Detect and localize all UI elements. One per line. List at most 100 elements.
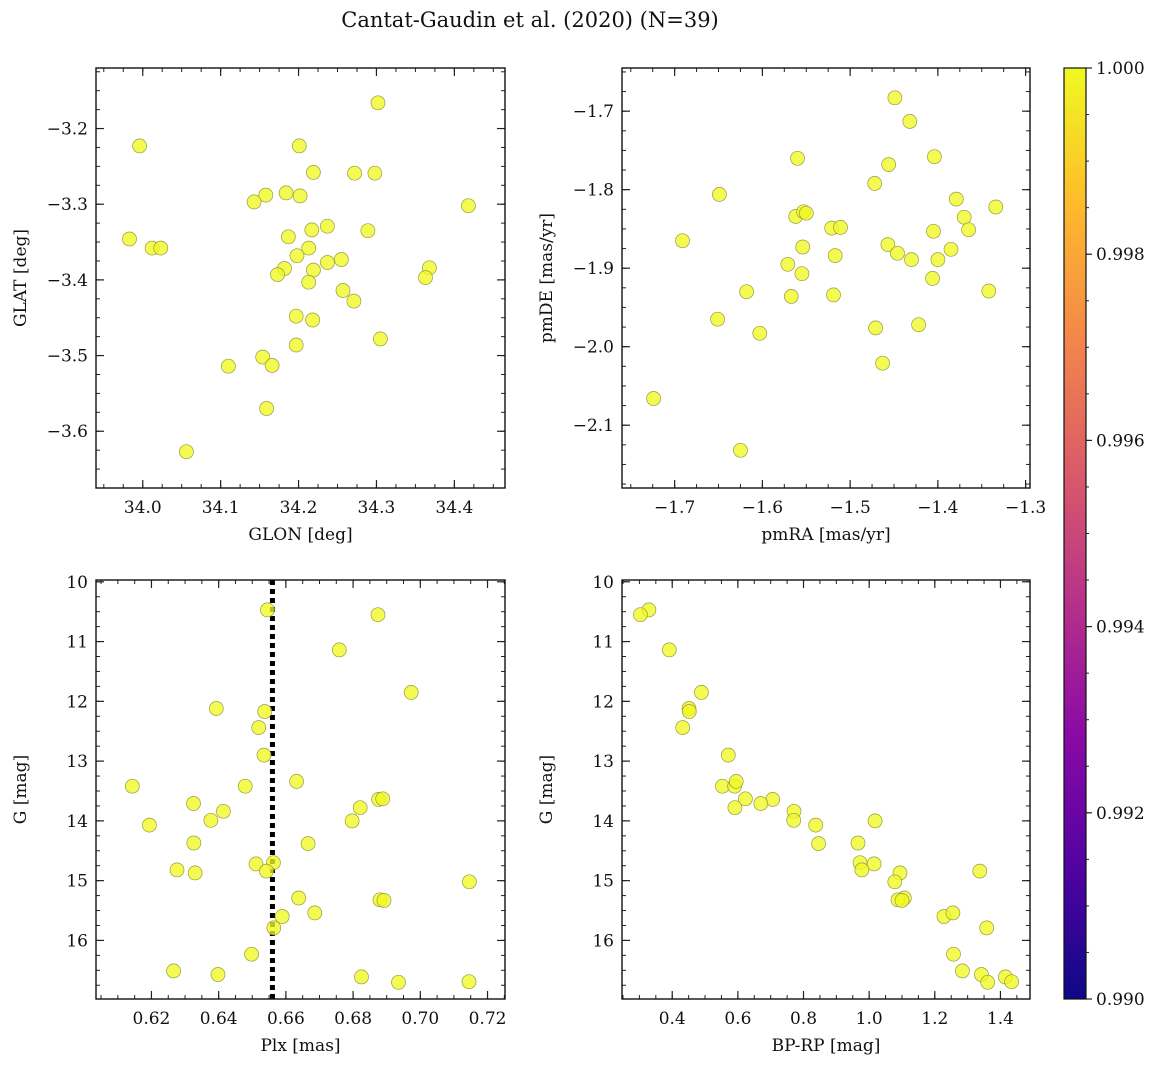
x-tick-label: 34.0 xyxy=(124,498,162,518)
data-point xyxy=(320,218,335,234)
y-tick-label: −1.8 xyxy=(573,181,614,201)
y-tick-label: 14 xyxy=(592,812,614,832)
y-axis-label: GLAT [deg] xyxy=(11,229,31,327)
data-point xyxy=(867,813,883,829)
data-point xyxy=(237,778,253,794)
data-point xyxy=(795,239,811,255)
data-point xyxy=(887,874,903,890)
y-axis-label: G [mag] xyxy=(11,755,31,824)
data-point xyxy=(461,974,477,990)
data-point xyxy=(344,813,360,829)
x-tick-label: 0.70 xyxy=(401,1009,439,1029)
data-point xyxy=(794,266,810,282)
data-point xyxy=(866,856,882,872)
y-tick-label: 13 xyxy=(66,752,88,772)
data-point xyxy=(798,205,814,221)
data-point xyxy=(288,337,304,353)
data-point xyxy=(347,165,362,181)
data-point xyxy=(1004,974,1019,990)
x-tick-label: 0.68 xyxy=(334,1009,372,1029)
data-point xyxy=(811,836,826,851)
data-point xyxy=(331,642,347,658)
data-point xyxy=(334,252,349,267)
data-point xyxy=(208,701,224,716)
data-point xyxy=(904,252,919,267)
axes-frame xyxy=(95,67,506,489)
data-point xyxy=(251,720,267,735)
y-tick-label: 16 xyxy=(66,931,88,951)
data-point xyxy=(720,747,736,763)
data-point xyxy=(203,812,219,828)
x-axis-label: BP-RP [mag] xyxy=(772,1036,881,1056)
colorbar-tick-label: 0.996 xyxy=(1096,431,1145,451)
data-point xyxy=(187,865,203,881)
x-tick-label: 0.4 xyxy=(659,1009,686,1029)
data-point xyxy=(961,222,976,238)
data-point xyxy=(854,862,870,878)
data-point xyxy=(307,905,323,921)
data-point xyxy=(124,778,140,794)
data-point xyxy=(306,165,321,180)
x-tick-label: 1.0 xyxy=(856,1009,883,1029)
axes-frame xyxy=(621,579,1031,1000)
x-tick-label: −1.4 xyxy=(917,498,958,518)
data-point xyxy=(367,165,383,181)
axes-frame xyxy=(621,67,1031,489)
colorbar-tick-label: 0.994 xyxy=(1096,618,1145,638)
data-point xyxy=(753,796,769,811)
data-point xyxy=(221,358,236,374)
colorbar: 0.990 0.992 0.994 0.996 0.998 1.000 xyxy=(1063,59,1145,1010)
data-point xyxy=(462,874,477,890)
x-tick-label: 0.62 xyxy=(133,1009,171,1029)
x-tick-label: 34.2 xyxy=(280,498,318,518)
data-point xyxy=(132,138,147,154)
x-axis-label: Plx [mas] xyxy=(260,1036,340,1056)
data-point xyxy=(881,157,897,172)
data-point xyxy=(808,817,824,833)
x-tick-label: 0.8 xyxy=(790,1009,817,1029)
data-point xyxy=(461,198,476,214)
data-point xyxy=(826,287,841,303)
data-point xyxy=(305,312,320,328)
data-point xyxy=(786,812,802,828)
data-point xyxy=(403,685,419,700)
y-axis-label: pmDE [mas/yr] xyxy=(537,213,557,343)
data-point xyxy=(675,720,691,735)
y-tick-label: 12 xyxy=(66,692,88,712)
x-tick-label: 1.4 xyxy=(987,1009,1014,1029)
y-tick-label: −3.6 xyxy=(47,422,88,442)
data-point xyxy=(752,325,768,341)
data-point xyxy=(370,95,386,111)
proper-motion-scatter-panel: −1.7 −1.6 −1.5 −1.4 −1.3 −1.7 −1.8 −1.9 −2.0 −2.1… xyxy=(537,67,1046,545)
data-point xyxy=(790,150,805,166)
x-axis-label: pmRA [mas/yr] xyxy=(761,525,890,545)
data-point xyxy=(260,602,275,618)
colorbar-tick-label: 0.992 xyxy=(1096,804,1145,824)
data-point xyxy=(868,320,883,336)
data-point xyxy=(288,308,304,324)
scatter-points xyxy=(646,90,1004,458)
y-tick-label: 12 xyxy=(592,692,614,712)
y-tick-label: −3.3 xyxy=(47,195,88,215)
data-point xyxy=(278,185,294,201)
data-point xyxy=(956,209,972,225)
data-point xyxy=(943,241,959,257)
data-point xyxy=(728,774,744,789)
minor-ticks xyxy=(622,68,1030,488)
y-tick-label: 11 xyxy=(592,633,614,653)
data-point xyxy=(281,229,296,245)
data-point xyxy=(259,401,274,416)
data-point xyxy=(257,704,273,719)
data-point xyxy=(376,893,392,908)
data-point xyxy=(875,355,890,371)
data-point xyxy=(255,349,271,365)
data-point xyxy=(370,607,386,623)
data-point xyxy=(955,963,970,979)
data-point xyxy=(258,187,274,203)
y-axis-label: G [mag] xyxy=(537,755,557,824)
x-tick-label: 34.4 xyxy=(435,498,473,518)
data-point xyxy=(827,248,843,263)
data-point xyxy=(981,283,997,299)
data-point xyxy=(925,271,940,286)
